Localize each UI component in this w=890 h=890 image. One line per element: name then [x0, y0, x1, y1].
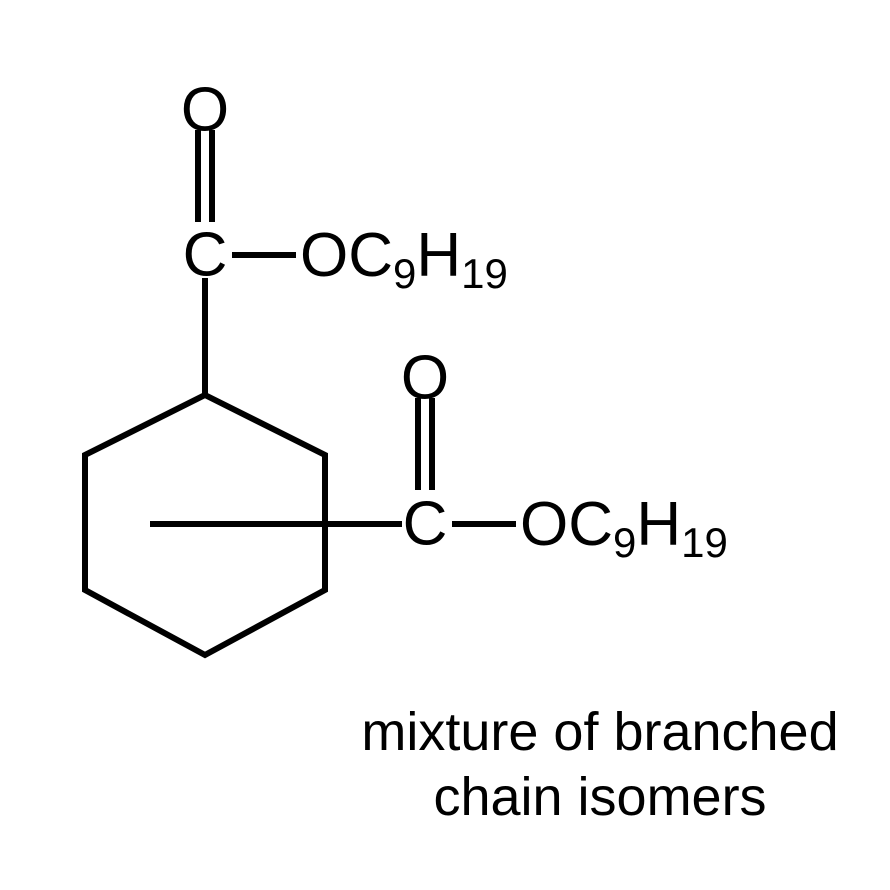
alkoxy-group-label: OC9H19 [520, 490, 728, 566]
carbon-atom-label: C [183, 221, 228, 290]
isomer-caption-line1: mixture of branched [361, 702, 838, 762]
alkoxy-group-label: OC9H19 [300, 221, 508, 297]
chemical-structure-diagram: C O OC9H19 C O OC9H19 mixture of branche… [0, 0, 890, 890]
carbon-atom-label: C [403, 490, 448, 559]
isomer-caption-line2: chain isomers [433, 767, 766, 827]
oxygen-atom-label: O [181, 76, 229, 145]
oxygen-atom-label: O [401, 344, 449, 413]
floating-ester-group: C O OC9H19 [150, 344, 728, 566]
top-ester-group: C O OC9H19 [181, 76, 508, 396]
